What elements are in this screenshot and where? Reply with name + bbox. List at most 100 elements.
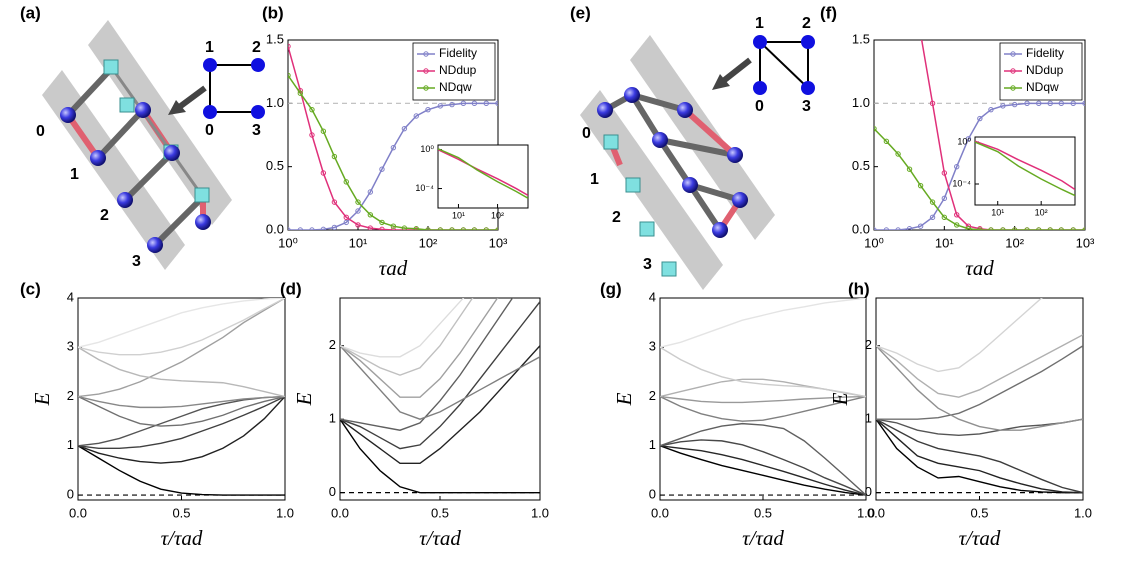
y-tick-label: 4 bbox=[67, 289, 74, 304]
marker bbox=[471, 100, 478, 107]
marker bbox=[954, 222, 960, 228]
marker bbox=[449, 227, 455, 230]
marker bbox=[355, 199, 361, 205]
x-tick-label: 10¹ bbox=[935, 235, 954, 250]
marker bbox=[918, 31, 922, 35]
series-line bbox=[340, 298, 465, 358]
graph-edges bbox=[759, 41, 809, 89]
chart: (b) 10⁰ 10¹ 10² 10³ 0.0 0.5 1.0 1.5 τad Fidelity ND… bbox=[262, 3, 508, 279]
series-line bbox=[340, 345, 540, 420]
marker bbox=[355, 208, 361, 214]
series-line bbox=[876, 298, 1043, 373]
cubes bbox=[603, 134, 677, 277]
marker bbox=[437, 103, 444, 109]
arrow bbox=[176, 85, 207, 111]
marker bbox=[343, 214, 349, 221]
marker bbox=[437, 227, 444, 230]
panel-letter: (e) bbox=[570, 3, 591, 22]
graph-label: 2 bbox=[252, 39, 261, 56]
panel-letter: (a) bbox=[20, 3, 41, 22]
marker bbox=[390, 144, 397, 151]
series-line bbox=[660, 422, 866, 496]
y-tick-label: 0 bbox=[329, 484, 336, 499]
x-tick-label: 10³ bbox=[489, 235, 508, 250]
marker bbox=[917, 182, 924, 189]
y-tick-label: 0 bbox=[649, 487, 656, 502]
marker bbox=[906, 166, 913, 172]
marker bbox=[379, 166, 385, 172]
marker bbox=[495, 100, 498, 107]
x-tick-label: 10² bbox=[1035, 207, 1048, 217]
marker bbox=[331, 224, 338, 230]
marker bbox=[425, 227, 431, 230]
series-line bbox=[660, 445, 866, 496]
marker bbox=[460, 227, 467, 230]
x-tick-label: 0.5 bbox=[970, 505, 988, 520]
marker bbox=[1000, 227, 1006, 230]
series-line bbox=[660, 395, 866, 422]
series-line bbox=[340, 298, 499, 398]
y-axis-label: E bbox=[828, 392, 852, 406]
arrow-head bbox=[712, 74, 730, 90]
x-tick-label: 10⁰ bbox=[278, 235, 298, 250]
series-line bbox=[975, 140, 1075, 191]
y-tick-label: 0.5 bbox=[266, 158, 284, 173]
series-line bbox=[660, 298, 866, 348]
x-axis-label: τad bbox=[965, 256, 994, 280]
spheres bbox=[60, 102, 211, 253]
plot-area bbox=[660, 298, 866, 496]
x-tick-label: 10¹ bbox=[452, 210, 465, 220]
x-tick-label: 0.0 bbox=[867, 505, 885, 520]
series-line bbox=[660, 395, 866, 404]
marker bbox=[954, 212, 960, 218]
x-tick-label: 1.0 bbox=[531, 505, 549, 520]
x-tick-label: 10² bbox=[419, 235, 438, 250]
marker bbox=[320, 128, 327, 134]
series-line bbox=[660, 445, 866, 496]
legend-marker bbox=[423, 68, 429, 74]
marker bbox=[1036, 100, 1042, 107]
y-tick-label: 1.5 bbox=[852, 31, 870, 46]
plot-frame bbox=[875, 297, 1084, 501]
x-tick-label: 10³ bbox=[1076, 235, 1095, 250]
site-label: 3 bbox=[643, 256, 652, 273]
x-tick-label: 0.0 bbox=[331, 505, 349, 520]
marker bbox=[874, 125, 877, 132]
marker bbox=[988, 227, 994, 230]
series-line bbox=[876, 345, 1083, 420]
marker bbox=[367, 212, 374, 218]
arrow bbox=[720, 57, 752, 85]
graph-label: 1 bbox=[755, 15, 764, 32]
y-tick-label: 1.0 bbox=[852, 95, 870, 110]
series-line bbox=[288, 102, 498, 230]
arrow-head bbox=[168, 100, 186, 115]
marker bbox=[343, 179, 349, 185]
chart: (c) 0.0 0.5 1.0 0 1 2 3 4 τ/τad E bbox=[20, 279, 294, 549]
plot-frame bbox=[659, 297, 867, 501]
rungs bbox=[65, 65, 206, 248]
marker bbox=[1011, 101, 1018, 108]
plane bbox=[42, 70, 185, 270]
series-line bbox=[78, 395, 285, 409]
y-tick-label: 0 bbox=[865, 484, 872, 499]
marker bbox=[929, 100, 936, 107]
marker bbox=[1070, 227, 1076, 230]
y-tick-label: 1.0 bbox=[266, 95, 284, 110]
x-axis-label: τ/τad bbox=[742, 526, 784, 550]
series-line bbox=[920, 40, 1085, 230]
y-axis-label: E bbox=[612, 392, 636, 406]
marker bbox=[917, 223, 924, 229]
marker bbox=[906, 226, 913, 230]
series-line bbox=[340, 345, 540, 464]
marker bbox=[1047, 100, 1053, 107]
marker bbox=[977, 227, 983, 230]
site-label: 1 bbox=[70, 166, 79, 183]
legend-label: Fidelity bbox=[1026, 46, 1064, 60]
plot-area bbox=[975, 140, 1075, 197]
marker bbox=[320, 170, 327, 176]
series-line bbox=[78, 346, 285, 398]
marker bbox=[1058, 100, 1064, 107]
marker bbox=[401, 125, 408, 132]
y-tick-label: 0 bbox=[67, 487, 74, 502]
